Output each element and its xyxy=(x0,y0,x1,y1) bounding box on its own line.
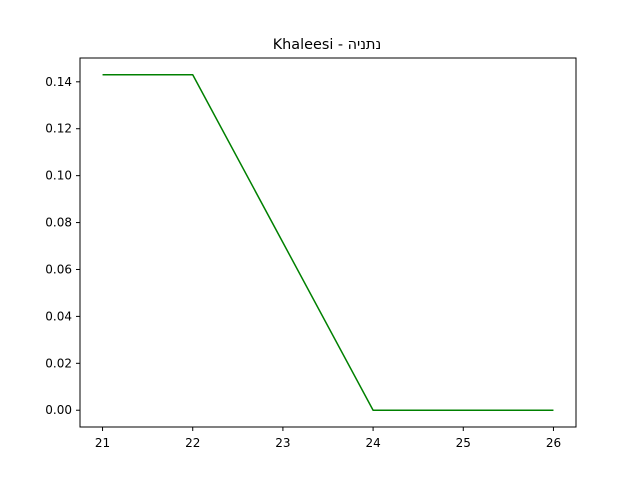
y-tick-label: 0.08 xyxy=(45,216,72,230)
chart-title: Khaleesi - נתניה xyxy=(273,37,382,53)
x-tick-label: 21 xyxy=(95,436,110,450)
y-tick-label: 0.10 xyxy=(45,169,72,183)
y-tick-label: 0.12 xyxy=(45,122,72,136)
series-layer xyxy=(102,74,554,411)
x-axis: 21 22 23 24 25 26 xyxy=(95,427,561,450)
x-tick-label: 24 xyxy=(365,436,380,450)
y-tick-label: 0.00 xyxy=(45,403,72,417)
y-tick-label: 0.14 xyxy=(45,75,72,89)
x-tick-label: 26 xyxy=(546,436,561,450)
series-line xyxy=(102,74,554,411)
x-tick-label: 25 xyxy=(456,436,471,450)
y-tick-label: 0.06 xyxy=(45,262,72,276)
x-tick-label: 23 xyxy=(275,436,290,450)
plot-frame xyxy=(79,57,577,428)
x-tick-label: 22 xyxy=(185,436,200,450)
y-axis: 0.00 0.02 0.04 0.06 0.08 0.10 0.12 0.14 xyxy=(45,75,80,417)
y-tick-label: 0.04 xyxy=(45,309,72,323)
y-tick-label: 0.02 xyxy=(45,356,72,370)
